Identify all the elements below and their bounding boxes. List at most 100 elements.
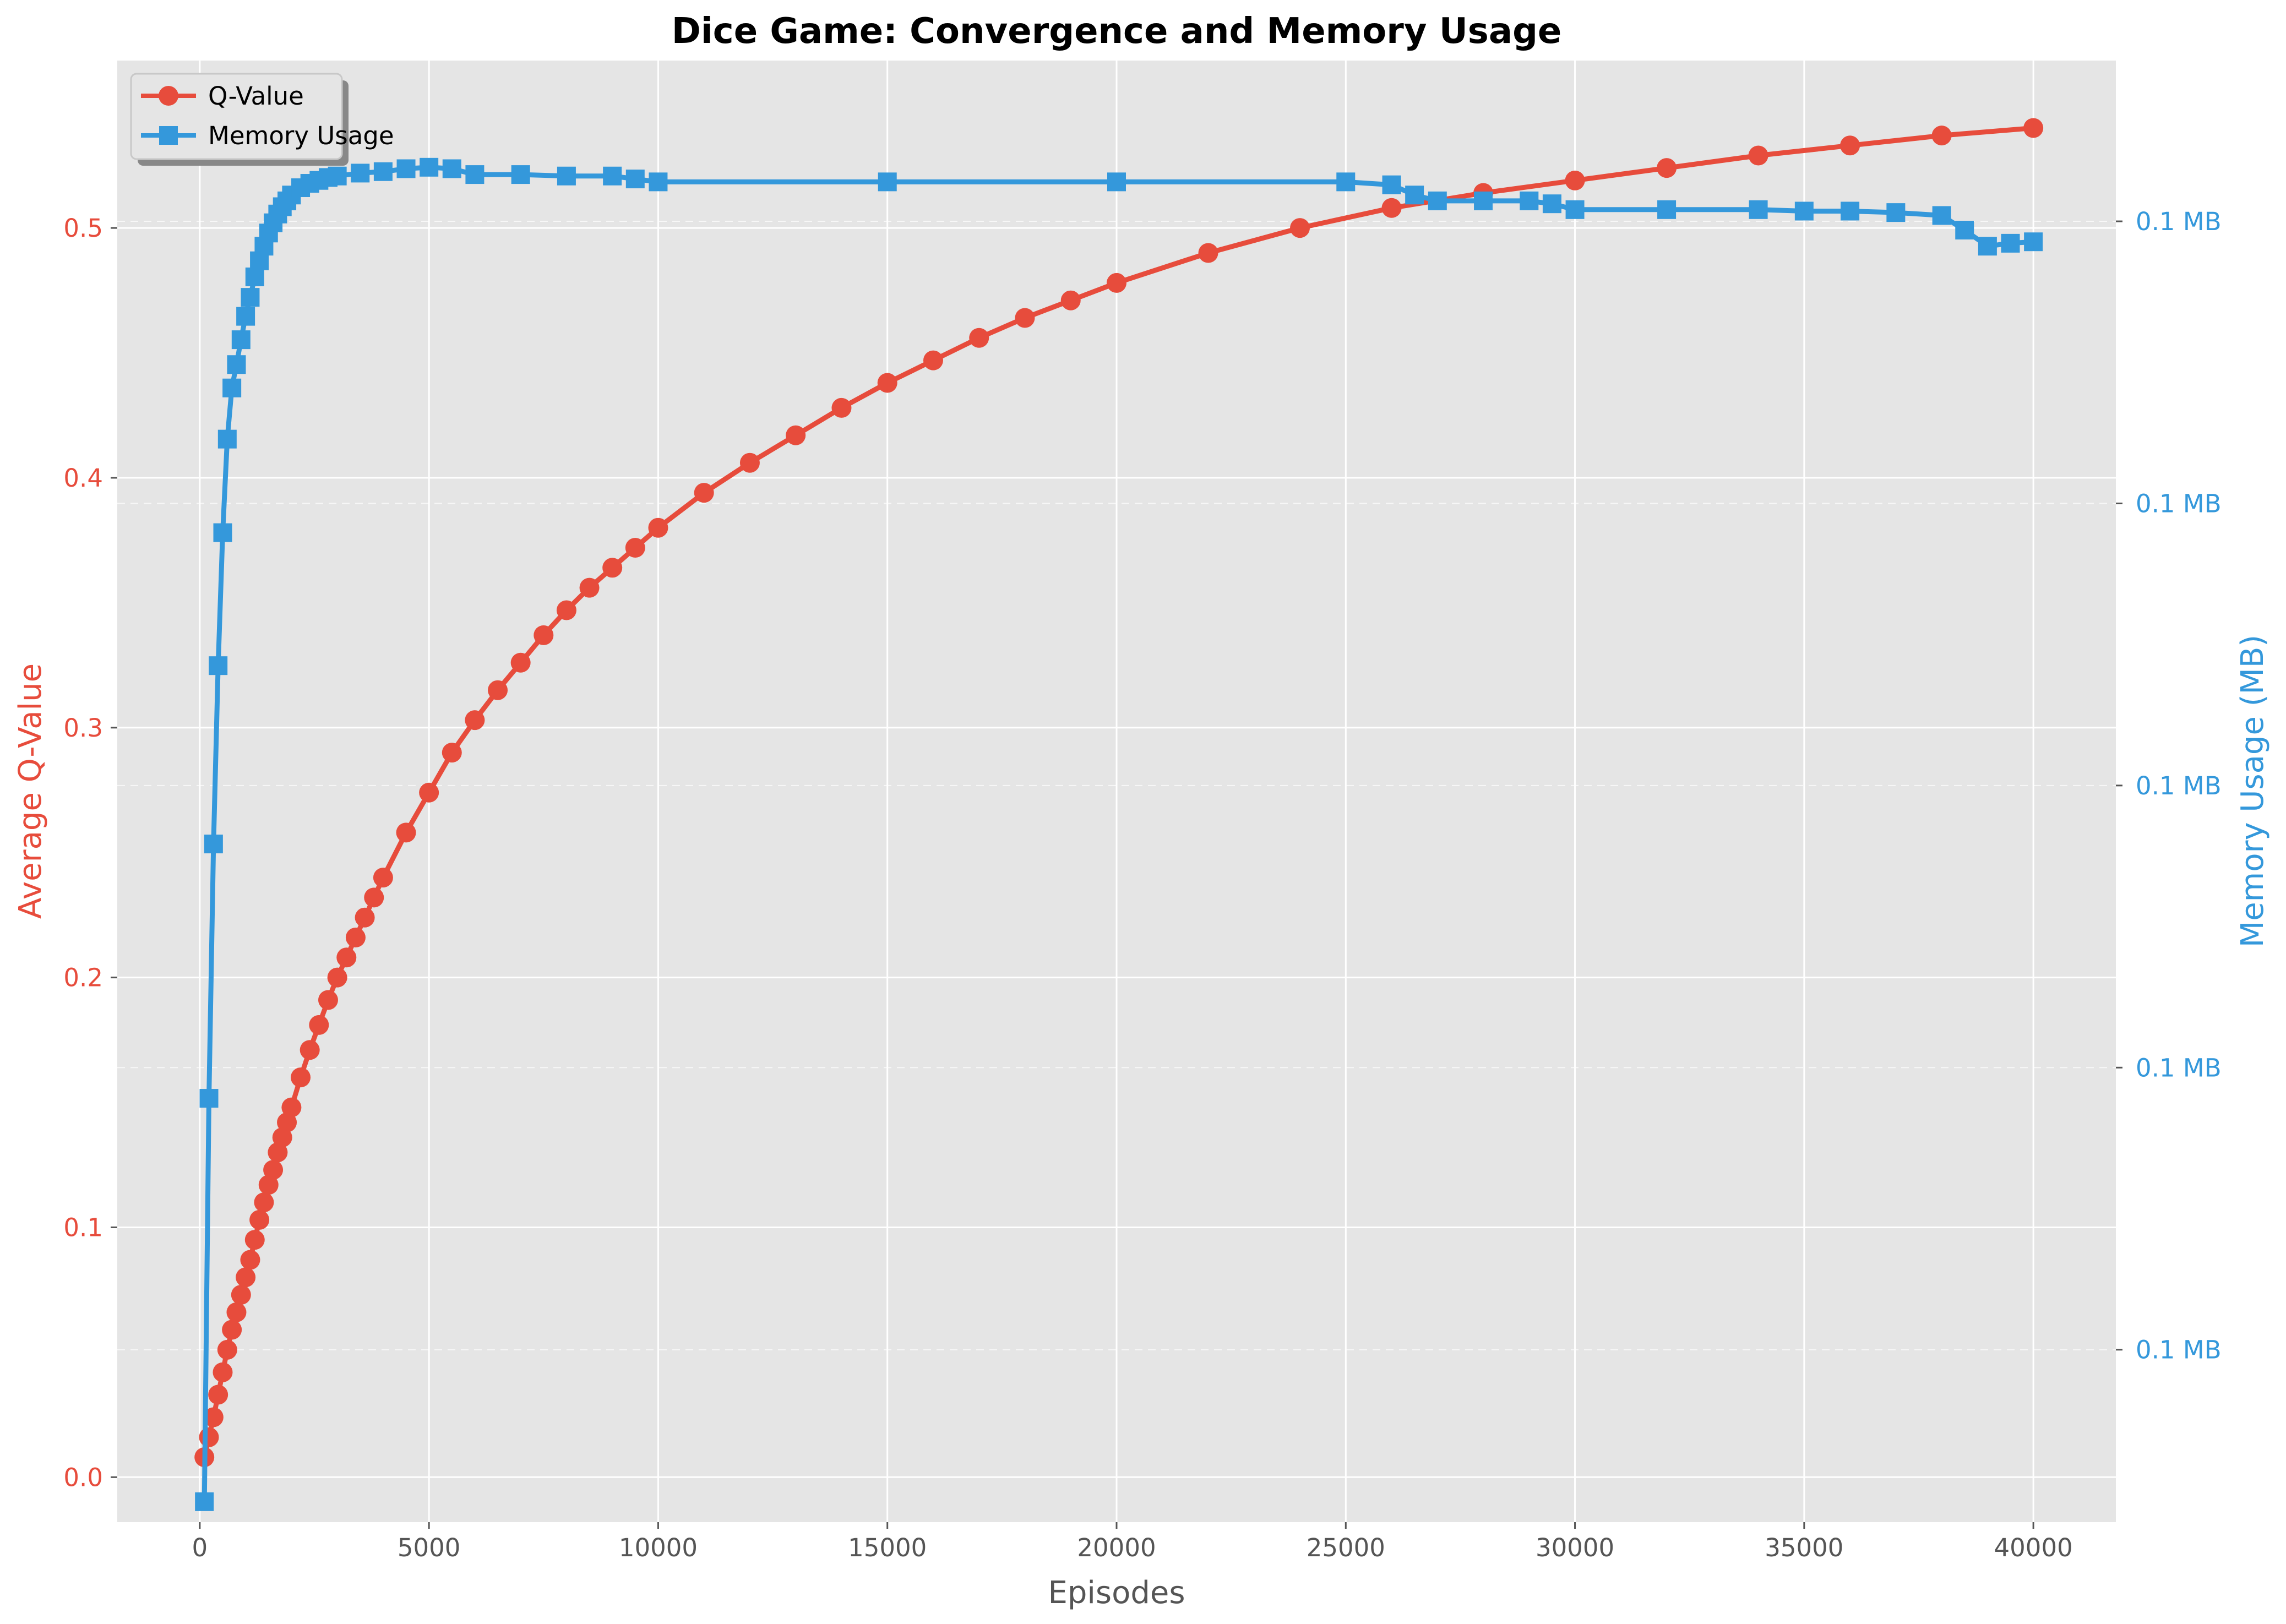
y-right-tick-label: 0.1 MB <box>2136 489 2222 518</box>
data-point <box>396 159 416 178</box>
data-point <box>1290 218 1310 238</box>
data-point <box>263 1160 284 1180</box>
data-point <box>318 990 338 1010</box>
data-point <box>281 1097 302 1118</box>
series-memory-usage <box>195 157 2043 1511</box>
data-point <box>694 483 714 503</box>
data-point <box>351 164 370 183</box>
legend: Q-Value Memory Usage <box>130 73 394 166</box>
data-point <box>419 782 439 803</box>
x-tick-label: 15000 <box>848 1533 927 1562</box>
data-point <box>373 868 393 888</box>
data-point <box>1381 198 1402 218</box>
data-point <box>465 710 485 731</box>
data-point <box>923 350 943 370</box>
x-tick-label: 20000 <box>1077 1533 1156 1562</box>
data-point <box>625 170 645 189</box>
data-point <box>327 967 347 988</box>
data-point <box>231 330 251 350</box>
y-left-tick-label: 0.0 <box>63 1463 103 1492</box>
data-point <box>420 157 439 177</box>
data-point <box>602 558 623 578</box>
data-point <box>291 1067 311 1088</box>
data-point <box>236 307 255 326</box>
data-point <box>1657 200 1677 219</box>
y-right-tick-label: 0.1 MB <box>2136 207 2222 236</box>
data-point <box>328 166 347 186</box>
data-point <box>222 378 242 397</box>
data-point <box>511 165 530 184</box>
data-point <box>277 1112 297 1132</box>
chart-title: Dice Game: Convergence and Memory Usage <box>672 11 1562 52</box>
data-point <box>534 625 554 645</box>
data-point <box>213 1362 233 1382</box>
data-point <box>969 328 989 348</box>
data-point <box>213 523 232 542</box>
data-point <box>195 1492 214 1511</box>
data-point <box>1932 206 1951 225</box>
x-tick-label: 5000 <box>398 1533 461 1562</box>
data-point <box>236 1267 256 1288</box>
data-point <box>831 397 852 418</box>
data-point <box>240 1250 260 1270</box>
data-point <box>465 165 485 184</box>
data-point <box>625 538 645 558</box>
data-point <box>217 1339 237 1360</box>
data-point <box>241 288 260 307</box>
data-point <box>355 907 375 928</box>
data-point <box>579 577 600 598</box>
data-point <box>877 373 897 393</box>
y-left-tick-label: 0.3 <box>63 713 103 743</box>
data-point <box>1198 243 1218 263</box>
data-point <box>209 656 228 675</box>
data-point <box>1015 308 1035 328</box>
y-left-tick-label: 0.5 <box>63 214 103 243</box>
series-layer <box>194 118 2044 1511</box>
data-point <box>208 1385 228 1405</box>
data-point <box>300 1040 320 1060</box>
data-point <box>442 743 462 763</box>
y-left-tick-label: 0.4 <box>63 464 103 493</box>
data-point <box>442 159 461 178</box>
data-point <box>1336 172 1356 192</box>
legend-marker-q-value <box>159 86 178 106</box>
data-point <box>1978 237 1997 256</box>
data-point <box>231 1285 251 1305</box>
x-tick-label: 25000 <box>1307 1533 1385 1562</box>
data-point <box>309 1015 329 1035</box>
data-point <box>1474 191 1493 210</box>
legend-label-memory-usage: Memory Usage <box>208 121 394 150</box>
data-point <box>739 453 760 473</box>
data-point <box>786 425 806 445</box>
axes: 0 5000 10000 15000 20000 25000 30000 35000 40000… <box>63 207 2221 1562</box>
data-point <box>217 429 237 449</box>
data-point <box>1405 186 1424 205</box>
data-point <box>249 1209 270 1230</box>
grid <box>117 61 2116 1522</box>
data-point <box>1955 220 1974 239</box>
data-point <box>1382 175 1401 194</box>
y-right-tick-label: 0.1 MB <box>2136 1053 2222 1082</box>
x-tick-label: 35000 <box>1765 1533 1843 1562</box>
data-point <box>204 835 223 854</box>
data-point <box>1565 200 1585 219</box>
data-point <box>1107 172 1126 192</box>
x-axis-label: Episodes <box>1048 1575 1185 1611</box>
data-point <box>878 172 897 192</box>
legend-label-q-value: Q-Value <box>208 81 304 111</box>
x-tick-label: 30000 <box>1536 1533 1614 1562</box>
data-point <box>199 1427 219 1447</box>
y-axis-left-label: Average Q-Value <box>13 663 48 919</box>
data-point <box>199 1089 219 1108</box>
data-point <box>1657 158 1677 178</box>
data-point <box>396 822 416 843</box>
data-point <box>1749 200 1768 219</box>
data-point <box>272 1127 292 1148</box>
data-point <box>373 162 393 181</box>
data-point <box>649 172 668 192</box>
data-point <box>1565 170 1585 190</box>
data-point <box>2024 232 2043 252</box>
data-point <box>1107 273 1126 293</box>
data-point <box>1520 191 1539 210</box>
